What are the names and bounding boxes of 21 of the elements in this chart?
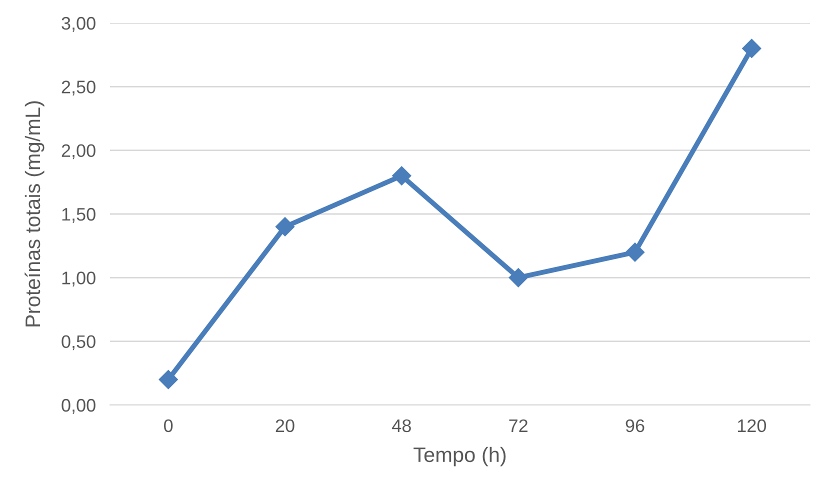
y-tick-label: 0,00 <box>62 398 96 414</box>
x-tick-label: 120 <box>738 419 766 432</box>
y-tick-label: 2,50 <box>62 80 96 96</box>
point <box>625 242 645 262</box>
point <box>158 370 178 390</box>
y-tick-label: 1,00 <box>62 272 96 287</box>
point <box>742 38 762 58</box>
y-axis-title: Proteínas totais (mg/mL) <box>24 101 44 326</box>
y-tick-label: 0,50 <box>62 335 96 350</box>
x-tick-label: 48 <box>392 419 411 432</box>
x-tick-label: 72 <box>509 419 528 432</box>
x-axis-title: Tempo (h) <box>414 446 506 466</box>
point <box>275 217 295 236</box>
point <box>508 268 528 288</box>
x-tick-label: 0 <box>164 419 173 432</box>
x-tick-label: 96 <box>626 419 644 432</box>
x-tick-label: 20 <box>276 419 294 432</box>
y-tick-label: 2,00 <box>62 144 96 160</box>
y-tick-label: 1,50 <box>62 208 96 223</box>
y-tick-label: 3,00 <box>62 16 96 32</box>
point <box>392 166 412 186</box>
